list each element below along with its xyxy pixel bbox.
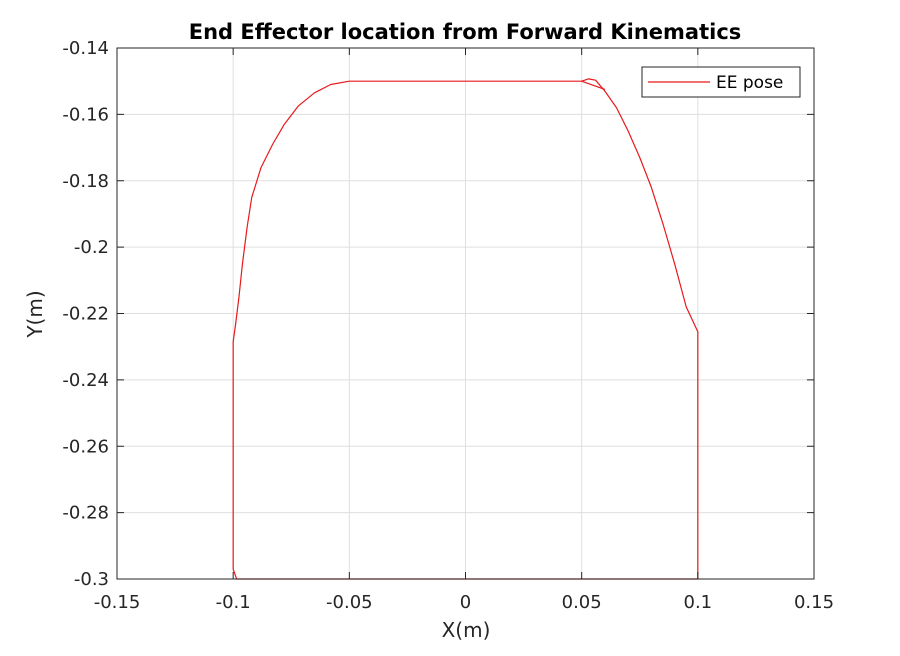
- x-tick-label: 0.1: [684, 592, 713, 613]
- x-tick-label: 0.15: [794, 592, 834, 613]
- x-axis-label: X(m): [442, 618, 491, 642]
- legend: EE pose: [641, 66, 801, 98]
- x-tick-label: -0.05: [326, 592, 373, 613]
- y-tick-label: -0.24: [62, 370, 109, 391]
- y-tick-label: -0.3: [74, 569, 109, 590]
- y-tick-label: -0.2: [74, 237, 109, 258]
- axes: -0.15 -0.1 -0.05 0 0.05 0.1 0.15 -0.3 -0.28 -0.26…: [62, 38, 834, 613]
- y-tick-label: -0.22: [62, 304, 109, 325]
- y-tick-label: -0.26: [62, 436, 109, 457]
- y-tick-label: -0.14: [62, 38, 109, 59]
- x-tick-label: 0: [460, 592, 471, 613]
- x-tick-label: -0.15: [94, 592, 141, 613]
- y-tick-label: -0.18: [62, 171, 109, 192]
- y-axis-label: Y(m): [23, 290, 47, 338]
- x-tick-label: 0.05: [562, 592, 602, 613]
- chart-title: End Effector location from Forward Kinem…: [189, 20, 742, 44]
- y-tick-label: -0.28: [62, 503, 109, 524]
- x-tick-label: -0.1: [216, 592, 251, 613]
- series-line-1: [581, 80, 606, 91]
- legend-label: EE pose: [716, 73, 783, 93]
- y-tick-label: -0.16: [62, 104, 109, 125]
